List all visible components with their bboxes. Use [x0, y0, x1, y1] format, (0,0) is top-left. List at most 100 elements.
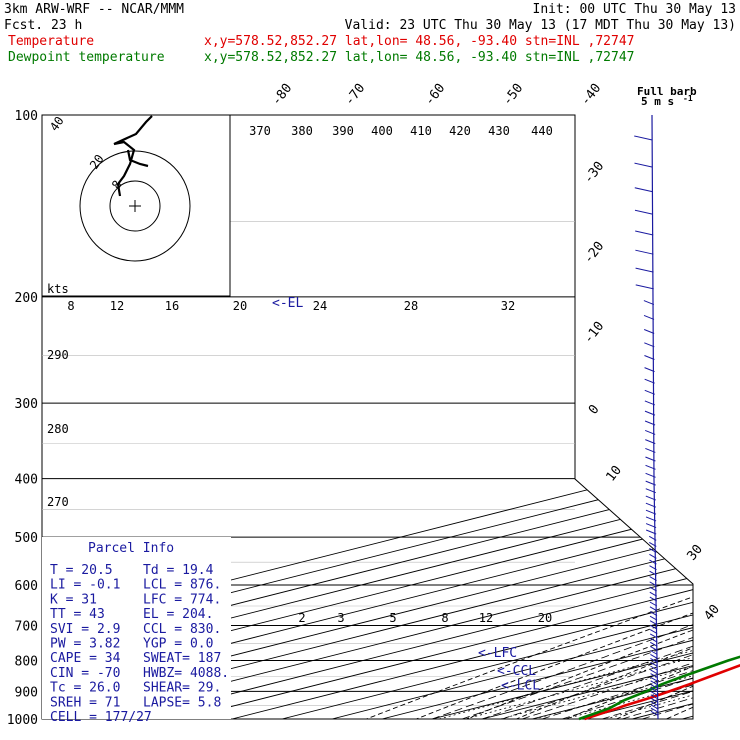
- wind-barb: [645, 523, 657, 529]
- isotherm-label: -70: [342, 81, 368, 109]
- parcel-row-left: SVI = 2.9: [50, 622, 120, 637]
- moist-adiabat: [481, 221, 693, 719]
- wind-barb: [634, 135, 653, 141]
- wind-barb: [643, 314, 655, 320]
- moist-adiabat: [501, 221, 693, 719]
- isotherm-label: -50: [500, 81, 526, 109]
- wind-barb: [650, 669, 658, 675]
- wind-barb: [644, 355, 655, 360]
- isotherm-line: [481, 115, 693, 719]
- wind-barb: [634, 209, 654, 215]
- hodograph-ring-label: 20: [87, 152, 107, 172]
- wind-barb: [645, 439, 656, 445]
- theta-label: 380: [291, 124, 313, 138]
- parcel-row-right: HWBZ= 4088.: [143, 666, 229, 681]
- mixing-ratio-label: 20: [538, 611, 552, 625]
- level-annotation: <-EL: [272, 296, 303, 311]
- moist-adiabat: [561, 221, 693, 719]
- hodograph-trace: [113, 115, 153, 197]
- wind-barb: [645, 509, 657, 515]
- wind-barb: [644, 378, 655, 384]
- pressure-tick-label: 400: [15, 473, 38, 488]
- isotherm-line: [431, 115, 693, 719]
- wind-barb: [635, 249, 654, 255]
- mixing-ratio-label: 8: [441, 611, 448, 625]
- theta-label: 400: [371, 124, 393, 138]
- wind-barb: [644, 410, 656, 416]
- parcel-row-left: CAPE = 34: [50, 651, 121, 666]
- wind-barb: [649, 559, 657, 565]
- isotherm-label: -10: [581, 319, 607, 347]
- wind-staff: [651, 114, 659, 720]
- wind-barb: [644, 389, 655, 395]
- dewpoint-profile: [578, 655, 740, 721]
- dewpoint-legend: Dewpoint temperature: [8, 50, 165, 65]
- wind-barb: [644, 400, 656, 406]
- isotherm-label: 40: [702, 602, 723, 624]
- theta-label-left: 290: [47, 348, 69, 362]
- wind-barb: [644, 367, 655, 373]
- isotherm-line: [231, 115, 693, 719]
- wind-barb: [649, 581, 657, 587]
- hodograph-ring: [109, 180, 161, 232]
- full-barb-label: Full barb: [637, 85, 697, 98]
- isotherm-line: [181, 115, 693, 719]
- wind-barb: [650, 704, 659, 710]
- dry-adiabats: [333, 115, 693, 719]
- full-barb-exponent: -1: [683, 94, 693, 103]
- upper-temperature-label: 16: [165, 299, 179, 313]
- isotherm-line: [42, 115, 693, 719]
- theta-label-left: 270: [47, 495, 69, 509]
- wind-barb: [650, 676, 658, 682]
- wind-barb: [634, 162, 653, 168]
- wind-barb: [645, 464, 656, 470]
- parcel-row-left: SREH = 71: [50, 695, 120, 710]
- wind-barb: [650, 701, 659, 706]
- upper-temperature-label: 28: [404, 299, 418, 313]
- wind-barb: [650, 650, 658, 655]
- parcel-row-left: LI = -0.1: [50, 578, 120, 593]
- pressure-tick-label: 800: [15, 654, 38, 669]
- isotherm-label: 10: [604, 463, 625, 485]
- wind-barb: [645, 502, 657, 508]
- wind-barb: [649, 553, 657, 559]
- wind-barb: [649, 615, 658, 621]
- temperature-profile: [584, 664, 740, 721]
- wind-barb: [650, 657, 658, 663]
- isotherm-line: [531, 115, 693, 719]
- wind-barb: [650, 710, 659, 716]
- forecast-hour: Fcst. 23 h: [4, 18, 82, 33]
- moist-adiabat: [521, 221, 693, 719]
- theta-label: 440: [531, 124, 553, 138]
- isotherm-label: -30: [581, 159, 607, 187]
- theta-label: 420: [449, 124, 471, 138]
- wind-barb: [650, 646, 658, 651]
- parcel-row-right: LAPSE= 5.8: [143, 695, 221, 710]
- level-annotation: <-LCL: [501, 678, 540, 693]
- wind-barb: [649, 591, 658, 597]
- isotherm-line: [81, 115, 693, 719]
- wind-barb: [643, 300, 655, 306]
- wind-barb: [649, 611, 658, 616]
- pressure-tick-label: 500: [15, 531, 38, 546]
- pressure-tick-label: 100: [15, 109, 38, 124]
- wind-barb: [650, 687, 658, 693]
- isotherm-label: -80: [269, 81, 295, 109]
- wind-barb: [650, 697, 659, 703]
- isotherm-line: [42, 115, 693, 719]
- wind-barb: [650, 680, 658, 686]
- wind-barb: [650, 641, 658, 647]
- wind-barb: [650, 707, 659, 713]
- model-title: 3km ARW-WRF -- NCAR/MMM: [4, 2, 184, 17]
- temperature-legend: Temperature: [8, 34, 94, 49]
- temperature-location: x,y=578.52,852.27 lat,lon= 48.56, -93.40…: [204, 34, 634, 49]
- full-barb-unit: 5 m s: [641, 95, 674, 108]
- moist-adiabat: [581, 221, 693, 719]
- isotherm-label: 0: [586, 402, 603, 417]
- theta-label: 430: [488, 124, 510, 138]
- isotherm-label: 30: [685, 542, 706, 564]
- pressure-tick-label: 600: [15, 579, 38, 594]
- wind-barb: [644, 342, 655, 348]
- wind-barb: [648, 535, 657, 541]
